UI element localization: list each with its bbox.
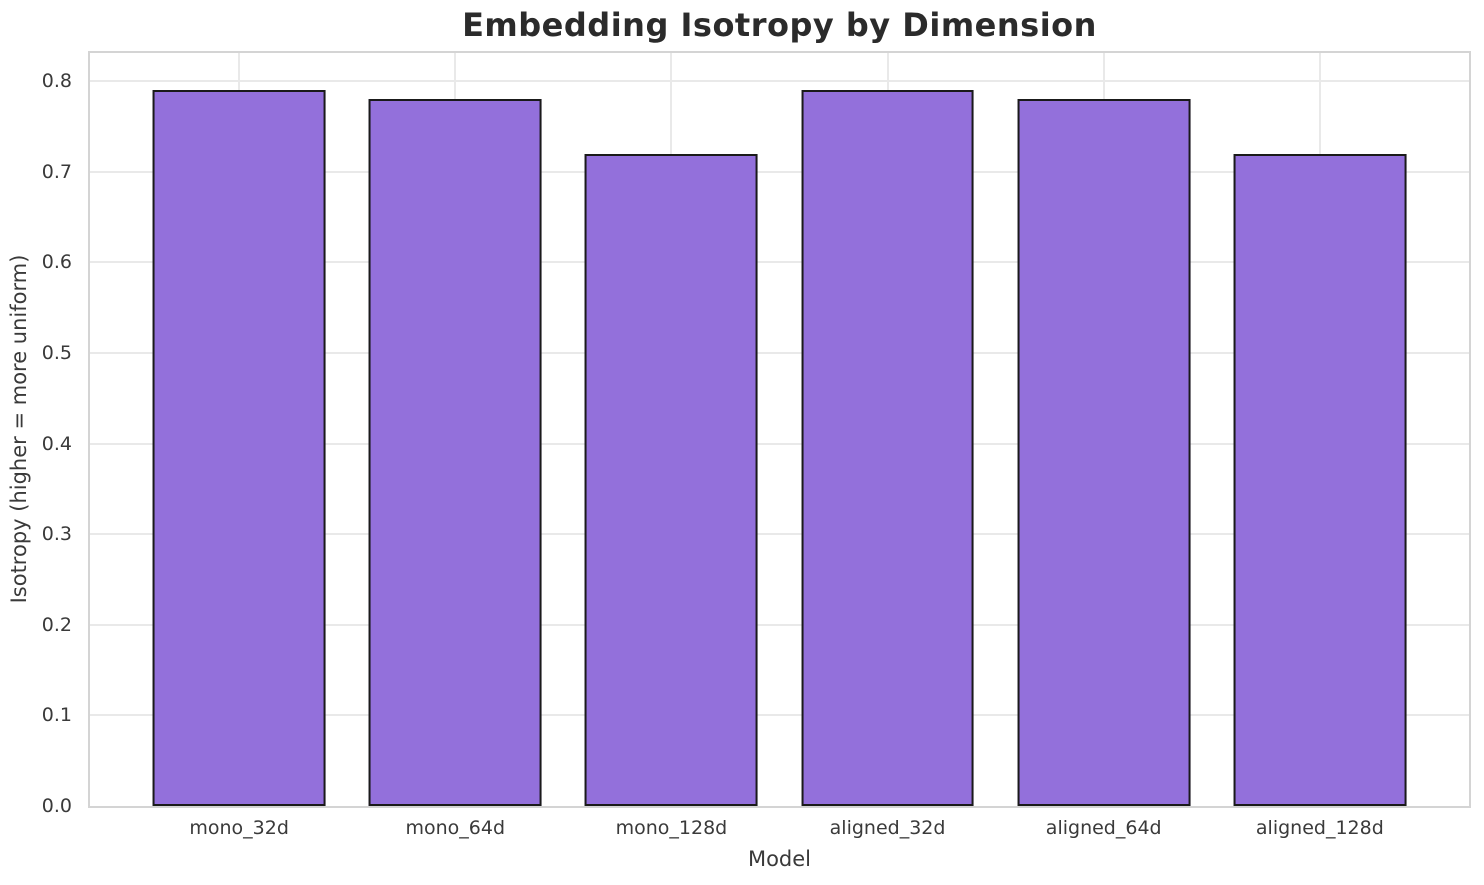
chart-title: Embedding Isotropy by Dimension (462, 6, 1097, 44)
x-tick-label: mono_128d (615, 817, 728, 839)
y-gridline (90, 533, 1469, 536)
y-gridline (90, 261, 1469, 264)
x-axis-ticks: mono_32d mono_64d mono_128d aligned_32d alig… (90, 806, 1469, 840)
bar-aligned_64d (1017, 99, 1191, 806)
y-tick-label: 0.3 (41, 523, 72, 546)
y-gridline (90, 623, 1469, 626)
y-tick-label: 0.2 (41, 613, 72, 636)
x-tick-label: mono_32d (189, 817, 289, 839)
y-axis-ticks: 0.0 0.1 0.2 0.3 0.4 0.5 0.6 0.7 0.8 (0, 53, 72, 817)
y-tick-label: 0.1 (41, 704, 72, 727)
y-axis-label: Isotropy (higher = more uniform) (7, 254, 31, 604)
y-tick-label: 0.0 (41, 795, 72, 817)
plot-area (88, 51, 1471, 808)
bar-aligned_32d (801, 90, 975, 806)
y-tick-label: 0.8 (41, 70, 72, 93)
x-axis-label: Model (747, 847, 812, 871)
bar-mono_128d (584, 153, 758, 806)
y-gridline (90, 442, 1469, 445)
x-tick-label: mono_64d (405, 817, 506, 839)
bar-aligned_128d (1233, 153, 1407, 806)
x-tick-label: aligned_64d (1045, 817, 1162, 839)
y-gridline (90, 170, 1469, 173)
bar-mono_32d (152, 90, 326, 806)
y-gridline (90, 351, 1469, 354)
y-tick-label: 0.4 (41, 432, 72, 455)
y-gridline (90, 80, 1469, 83)
x-tick-label: aligned_128d (1255, 817, 1384, 839)
y-tick-label: 0.7 (41, 160, 72, 183)
y-tick-label: 0.5 (41, 341, 72, 364)
y-gridline (90, 714, 1469, 717)
y-tick-label: 0.6 (41, 251, 72, 274)
x-tick-label: aligned_32d (829, 817, 946, 839)
bar-mono_64d (368, 99, 542, 806)
